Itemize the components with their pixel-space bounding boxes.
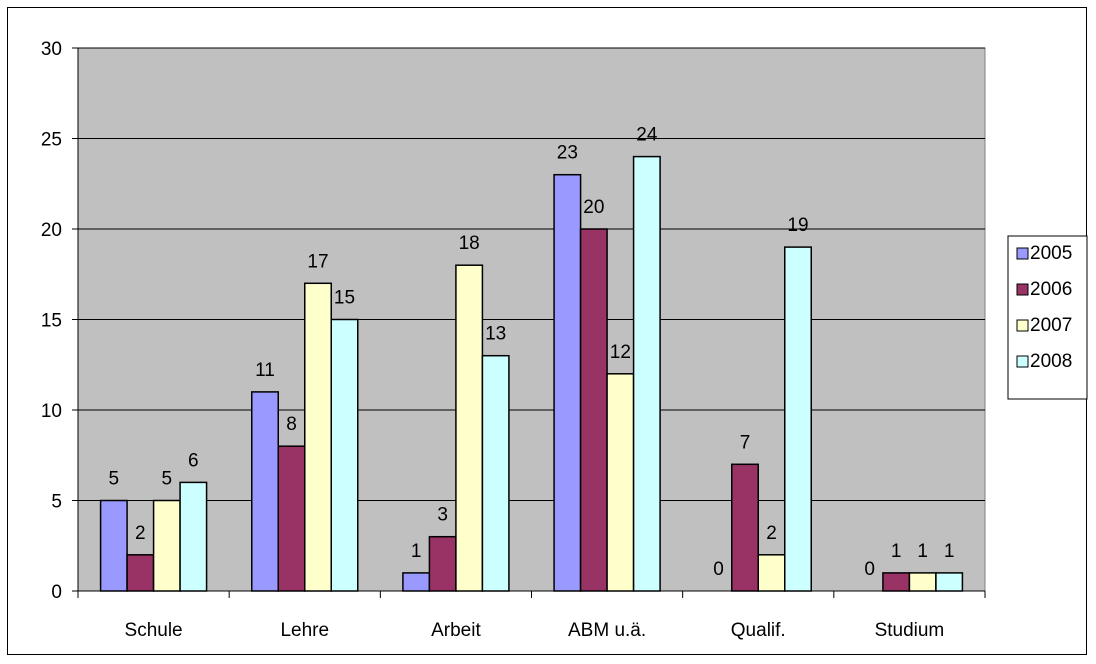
bar-2005 [402,572,431,592]
data-label: 12 [610,342,631,363]
bar-2008 [632,155,661,592]
legend-swatch-2005 [1016,247,1029,260]
legend-label: 2005 [1030,243,1072,264]
data-label: 6 [188,450,199,471]
legend-box [1007,235,1088,400]
bar-2006 [731,463,759,592]
gridlines [78,47,985,501]
bar-2005 [553,173,582,592]
data-label: 17 [307,251,328,272]
legend: 2005 2006 2007 2008 [1007,235,1088,400]
data-label: 8 [286,414,297,435]
bar-2005 [251,391,279,592]
bar-2007 [152,499,181,592]
category-labels: Schule Lehre Arbeit ABM u.ä. Qualif. Studium [125,620,945,641]
data-label: 23 [557,143,578,164]
data-label: 20 [583,197,604,218]
bar-2006 [882,572,911,592]
category-label: Studium [875,620,945,641]
data-label: 15 [334,288,355,309]
bar-2008 [784,246,812,592]
bar-2008 [179,481,208,592]
y-tick-label: 10 [41,401,62,422]
data-label: 1 [944,541,955,562]
data-label: 2 [766,523,777,544]
legend-swatch-2006 [1016,283,1029,296]
bar-2006 [277,445,306,592]
bar-2007 [908,572,937,592]
category-label: Arbeit [431,620,481,641]
y-tick-label: 20 [41,220,62,241]
legend-label: 2006 [1030,279,1072,300]
y-tick-label: 0 [51,582,62,603]
category-label: Qualif. [731,620,786,641]
bar-2007 [757,554,786,592]
data-label: 5 [162,469,173,490]
bar-2006 [579,228,608,592]
data-label: 13 [485,324,506,345]
data-label: 7 [740,432,751,453]
legend-label: 2008 [1030,351,1072,372]
y-tick-label: 5 [51,492,62,513]
bars [99,155,964,592]
category-label: Schule [125,620,183,641]
bar-2008 [935,572,964,592]
bar-2006 [126,554,155,592]
bar-2008 [330,318,359,592]
axes [72,47,986,598]
y-tick-labels: 0 5 10 15 20 25 30 [41,39,62,603]
data-label: 5 [109,469,120,490]
data-label: 11 [255,360,275,381]
bar-2006 [428,535,457,592]
bar-2007 [455,264,484,592]
y-tick-label: 30 [41,39,62,60]
legend-swatch-2008 [1016,355,1029,368]
bar-2007 [606,373,635,592]
data-label: 0 [864,559,875,580]
y-tick-label: 25 [41,130,62,151]
data-label: 24 [636,125,658,146]
legend-label: 2007 [1030,315,1072,336]
bar-2007 [304,282,332,592]
bar-2008 [481,354,510,592]
data-label: 0 [713,559,724,580]
legend-swatch-2007 [1016,319,1029,332]
data-label: 2 [135,523,146,544]
data-label: 3 [437,505,448,526]
category-label: Lehre [280,620,329,641]
category-label: ABM u.ä. [568,620,646,641]
data-label: 1 [891,541,902,562]
bar-2005 [99,499,128,592]
data-label: 19 [787,215,808,236]
data-label: 1 [917,541,928,562]
data-label: 18 [459,233,480,254]
data-label: 1 [411,541,422,562]
y-tick-label: 15 [41,311,62,332]
